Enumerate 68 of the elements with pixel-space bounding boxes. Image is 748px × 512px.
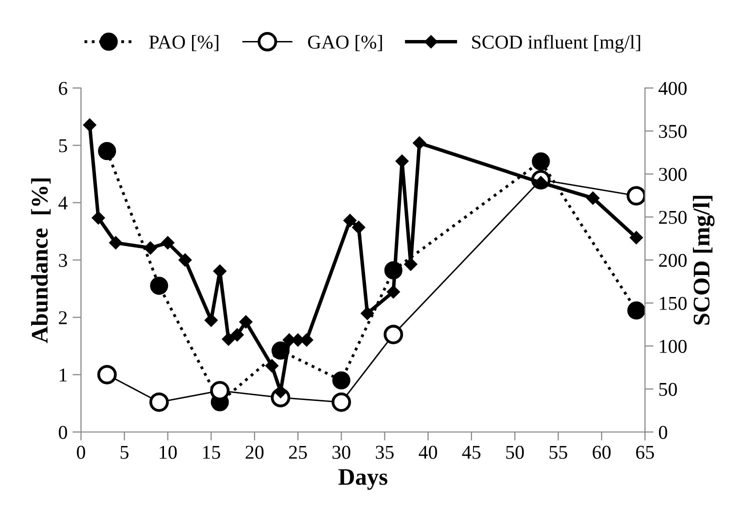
x-tick-label: 55 — [550, 446, 568, 459]
x-tick-label: 10 — [160, 446, 177, 459]
point — [92, 211, 105, 224]
y2-tick-label: 350 — [659, 124, 687, 138]
point — [83, 118, 96, 132]
legend-label: PAO [%] — [149, 35, 218, 52]
y2-tick-label: 400 — [658, 82, 687, 95]
point — [627, 301, 645, 320]
x-axis-title: Days — [338, 469, 388, 490]
point — [343, 214, 357, 228]
point — [532, 152, 550, 170]
point — [97, 364, 117, 384]
point — [230, 328, 244, 342]
point — [404, 258, 418, 271]
point — [222, 332, 236, 346]
point — [626, 186, 645, 206]
legend-label: GAO [%] — [308, 35, 382, 52]
x-tick-label: 30 — [332, 446, 350, 459]
y2-tick-label: 200 — [659, 254, 687, 267]
y2-axis-title: SCOD [mg/l] — [692, 196, 715, 325]
y-tick-label: 3 — [59, 254, 68, 267]
y2-tick-label: 150 — [660, 296, 687, 310]
y-axis-title: Abundance [%] — [31, 178, 51, 344]
point — [332, 392, 352, 412]
y-tick-label: 1 — [60, 368, 67, 382]
x-tick-label: 25 — [289, 446, 307, 459]
y-tick-label: 0 — [58, 426, 68, 439]
point — [352, 220, 366, 234]
y-tick-label: 5 — [59, 139, 68, 152]
point — [204, 314, 218, 327]
point — [161, 236, 174, 250]
x-tick-label: 50 — [506, 446, 524, 459]
x-tick-label: 5 — [120, 446, 128, 459]
x-tick-label: 60 — [592, 446, 611, 459]
y-tick-label: 2 — [58, 311, 67, 324]
y2-tick-label: 50 — [659, 382, 677, 396]
point — [150, 276, 168, 295]
y2-tick-label: 100 — [660, 340, 687, 353]
x-tick-label: 40 — [418, 446, 438, 459]
point — [332, 371, 350, 390]
point — [149, 392, 169, 412]
y2-tick-label: 300 — [659, 168, 687, 181]
y2-tick-label: 250 — [659, 210, 687, 224]
y-tick-label: 4 — [58, 196, 68, 210]
x-tick-label: 45 — [462, 446, 480, 459]
x-tick-label: 15 — [203, 446, 220, 459]
point — [412, 136, 426, 150]
point — [384, 324, 404, 344]
y2-tick-label: 0 — [658, 426, 668, 439]
legend-label: SCOD influent [mg/l] — [472, 34, 640, 53]
point — [178, 253, 192, 267]
point — [98, 142, 116, 160]
point — [265, 359, 278, 372]
x-tick-label: 65 — [636, 446, 654, 459]
point — [630, 231, 643, 244]
point — [213, 264, 226, 278]
x-tick-label: 0 — [76, 446, 86, 459]
x-tick-label: 20 — [246, 446, 264, 459]
point — [360, 306, 374, 320]
point — [386, 285, 400, 298]
point — [109, 236, 122, 250]
x-tick-label: 35 — [376, 446, 394, 459]
point — [300, 333, 314, 347]
point — [395, 154, 409, 168]
point — [239, 315, 252, 329]
point — [144, 241, 158, 255]
point — [586, 191, 600, 205]
y-tick-label: 6 — [58, 82, 68, 95]
